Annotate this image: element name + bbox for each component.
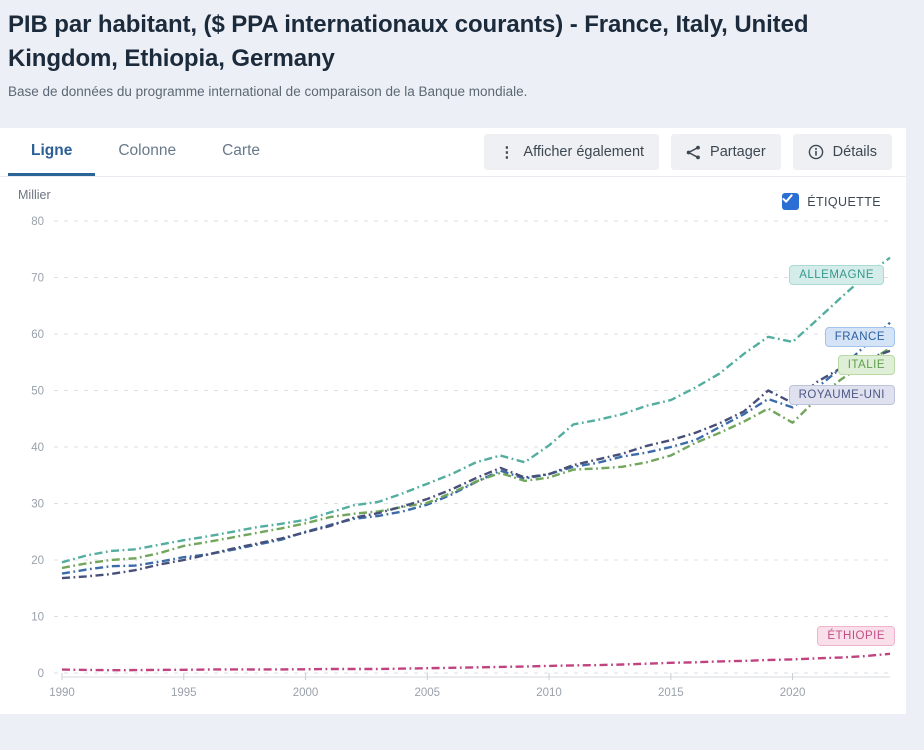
label-checkbox[interactable]: [782, 193, 800, 210]
toolbar: ⋮ Afficher également Partager: [484, 128, 906, 176]
x-tick-2000: 2000: [293, 687, 319, 699]
series-line--thiopie[interactable]: [61, 652, 891, 672]
chart-region: Millier ÉTIQUETTE 0 10 20 30 40 50 60 70 80 1990 1…: [0, 177, 906, 714]
series-label-france: FRANCE: [824, 326, 895, 347]
x-tick-2015: 2015: [658, 687, 684, 699]
y-tick-0: 0: [38, 668, 44, 680]
check-icon: [782, 194, 793, 203]
series-line-france[interactable]: [61, 321, 891, 575]
series-line-italie[interactable]: [61, 347, 891, 570]
also-show-label: Afficher également: [523, 144, 645, 160]
x-tick-1990: 1990: [49, 687, 75, 699]
chart-card: Ligne Colonne Carte ⋮ Afficher également: [0, 128, 906, 714]
tab-bar: Ligne Colonne Carte ⋮ Afficher également: [0, 128, 906, 177]
y-axis-unit-label: Millier: [18, 188, 51, 202]
share-button[interactable]: Partager: [671, 134, 781, 170]
y-tick-30: 30: [31, 499, 44, 511]
page-title: PIB par habitant, ($ PPA internationaux …: [8, 11, 809, 72]
y-tick-70: 70: [31, 273, 44, 285]
page-header: PIB par habitant, ($ PPA internationaux …: [0, 0, 924, 99]
series-label-allemagne: ALLEMAGNE: [789, 264, 884, 285]
details-label: Détails: [832, 144, 877, 160]
y-tick-20: 20: [31, 555, 44, 567]
x-tick-2005: 2005: [414, 687, 440, 699]
series-label--thiopie: ÉTHIOPIE: [817, 625, 895, 646]
x-tick-2010: 2010: [536, 687, 562, 699]
details-button[interactable]: Détails: [792, 134, 892, 170]
label-toggle[interactable]: ÉTIQUETTE: [782, 193, 881, 210]
page-subtitle: Base de données du programme internation…: [8, 84, 528, 100]
tab-colonne[interactable]: Colonne: [118, 141, 177, 159]
series-label-royaume-uni: ROYAUME-UNI: [788, 385, 895, 406]
label-checkbox-text: ÉTIQUETTE: [807, 194, 881, 209]
y-tick-80: 80: [31, 216, 44, 228]
x-tick-2020: 2020: [780, 687, 806, 699]
chart-canvas[interactable]: 0 10 20 30 40 50 60 70 80 1990 1995 2000 2005 2010 201…: [0, 177, 906, 714]
vertical-dots-icon: ⋮: [499, 143, 515, 161]
y-tick-40: 40: [31, 442, 44, 454]
also-show-button[interactable]: ⋮ Afficher également: [484, 134, 660, 170]
y-tick-60: 60: [31, 329, 44, 341]
x-tick-1995: 1995: [171, 687, 197, 699]
share-label: Partager: [710, 144, 766, 160]
share-icon: [686, 145, 701, 160]
series-line-royaume-uni[interactable]: [61, 349, 891, 580]
tab-ligne[interactable]: Ligne: [8, 128, 96, 176]
series-line-allemagne[interactable]: [61, 256, 891, 564]
y-tick-10: 10: [31, 612, 44, 624]
series-label-italie: ITALIE: [837, 355, 895, 376]
tab-carte[interactable]: Carte: [222, 141, 260, 159]
info-icon: [808, 144, 824, 160]
y-tick-50: 50: [31, 386, 44, 398]
